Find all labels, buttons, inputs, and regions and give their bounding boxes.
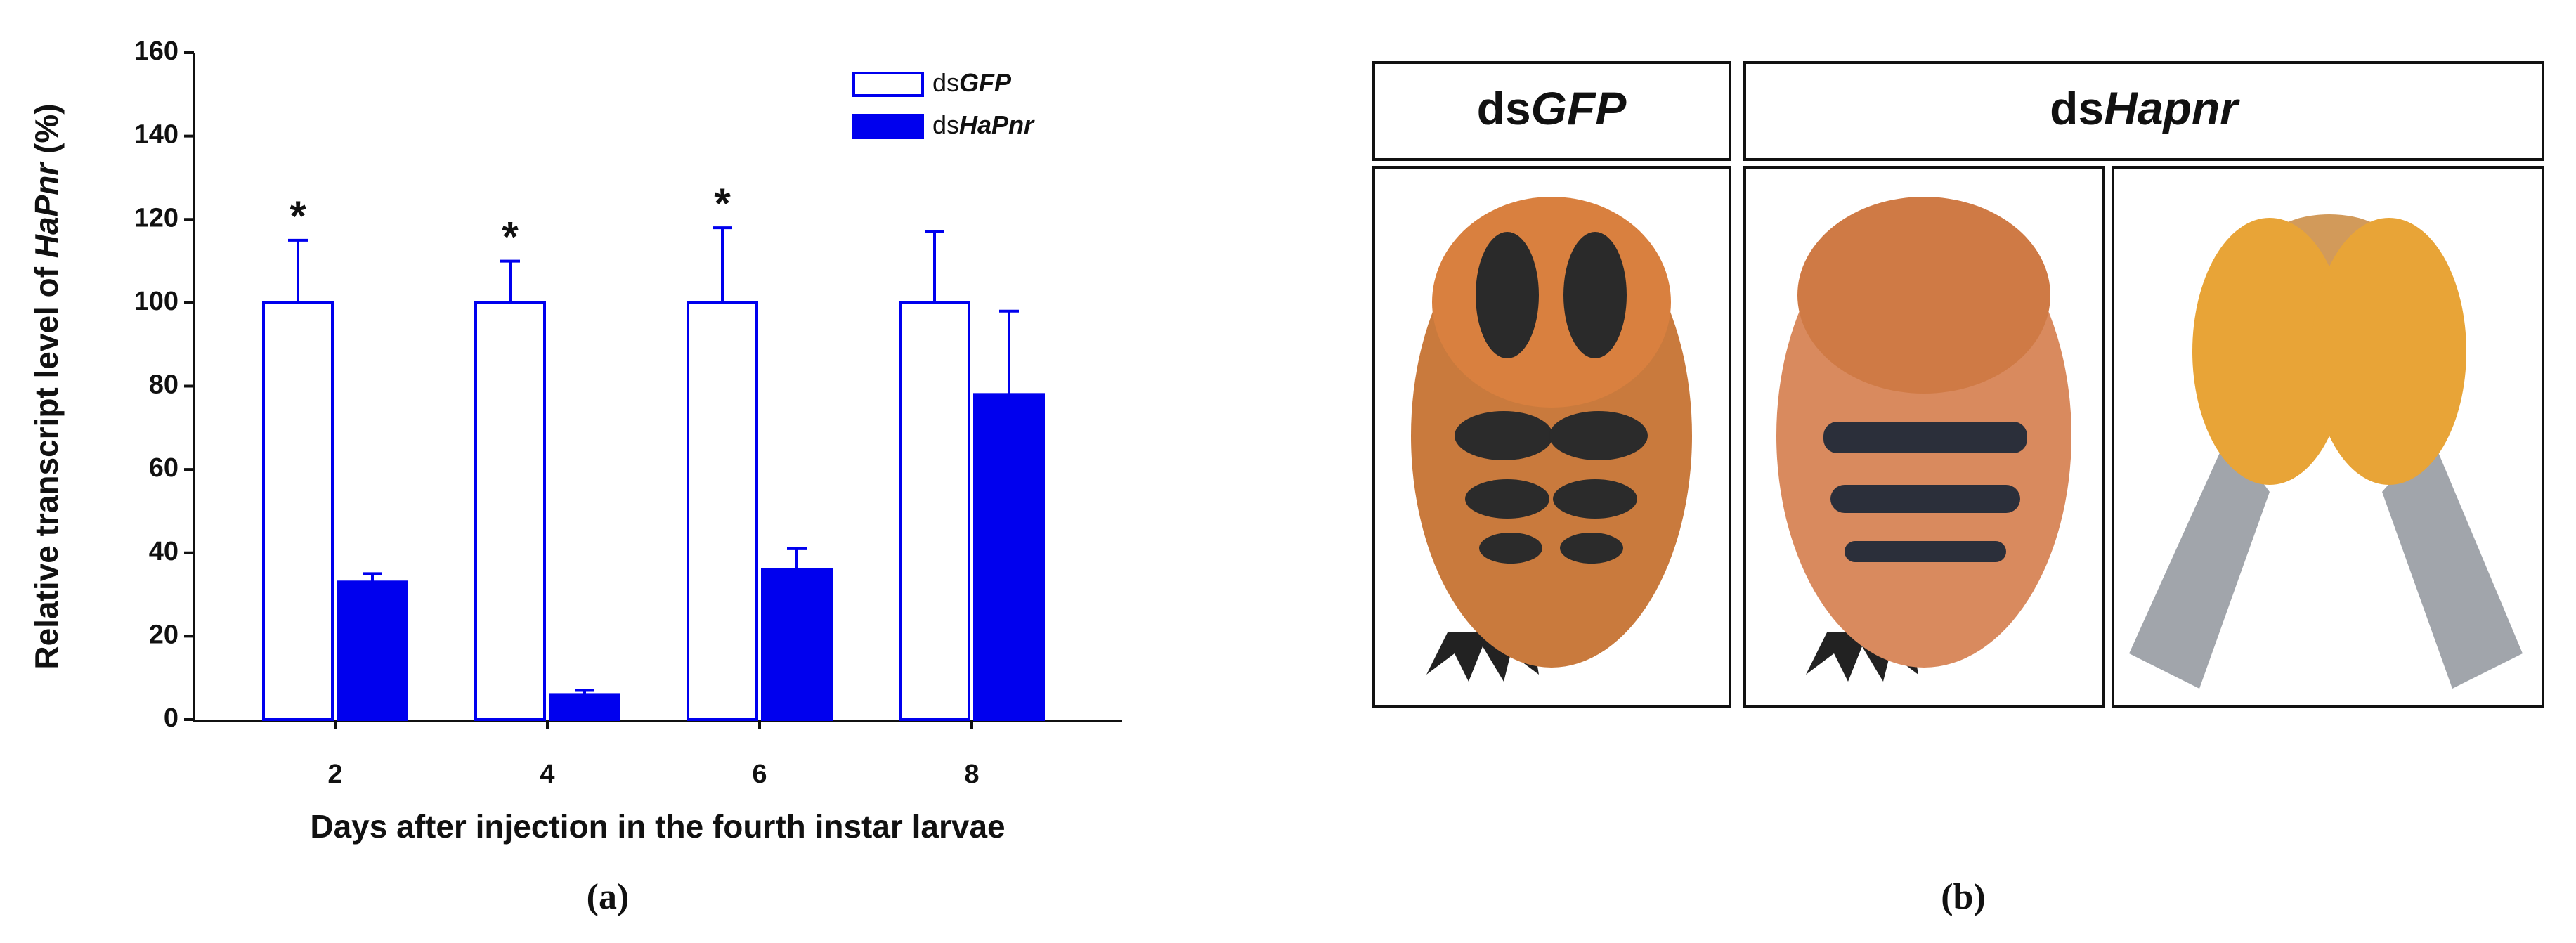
- legend-label-part: ds: [932, 68, 959, 97]
- header-box: [1743, 61, 2544, 161]
- y-tick-label: 0: [164, 703, 178, 733]
- error-bar: [787, 547, 807, 570]
- legend-label: dsGFP: [932, 68, 1012, 97]
- x-axis-title: Days after injection in the fourth insta…: [310, 808, 1005, 845]
- header-box: [1372, 61, 1731, 161]
- y-tick-label: 40: [149, 537, 178, 566]
- panel-label: (b): [1941, 877, 1986, 917]
- legend-label-part: HaPnr: [959, 110, 1035, 139]
- pupa-photo: [2129, 214, 2523, 689]
- error-bar: [288, 238, 308, 303]
- significance-marker: *: [714, 180, 731, 227]
- significance-marker: *: [502, 213, 519, 260]
- legend-label-part: ds: [932, 110, 959, 139]
- panel-label: (a): [587, 877, 630, 917]
- y-tick-label: 80: [149, 370, 178, 400]
- y-tick-label: 100: [134, 287, 178, 316]
- legend-swatch: [852, 114, 924, 139]
- legend-label: dsHaPnr: [932, 110, 1035, 139]
- photo-panel: dsGFP dsHapnr: [1372, 61, 2544, 708]
- y-tick-label: 140: [134, 120, 178, 150]
- bar: [973, 393, 1045, 721]
- y-tick-label: 20: [149, 620, 178, 649]
- bar: [337, 580, 408, 721]
- bar: [549, 693, 620, 721]
- x-tick-label: 4: [540, 760, 554, 789]
- error-bar: [575, 689, 594, 695]
- pupa-photo: [1411, 197, 1692, 682]
- error-bar: [500, 259, 520, 303]
- pupa-photo: [1776, 197, 2071, 682]
- error-bar: [925, 230, 944, 303]
- legend-swatch: [852, 72, 924, 97]
- bar: [262, 301, 334, 721]
- bar: [687, 301, 758, 721]
- header-label: dsGFP: [1477, 82, 1627, 134]
- x-tick-label: 6: [752, 760, 767, 789]
- y-tick-label: 120: [134, 203, 178, 233]
- error-bar: [713, 226, 732, 303]
- y-axis-title: Relative transcript level of HaPnr (%): [28, 103, 65, 669]
- bar: [899, 301, 970, 721]
- bar: [474, 301, 546, 721]
- y-tick-label: 60: [149, 453, 178, 483]
- error-bar: [999, 309, 1019, 395]
- legend-label-part: GFP: [959, 68, 1012, 97]
- error-bar: [363, 572, 382, 583]
- significance-marker: *: [290, 193, 306, 240]
- bar: [761, 568, 833, 721]
- x-tick-label: 8: [964, 760, 979, 789]
- y-tick-label: 160: [134, 37, 178, 66]
- x-tick-label: 2: [327, 760, 342, 789]
- header-label: dsHapnr: [2050, 82, 2240, 134]
